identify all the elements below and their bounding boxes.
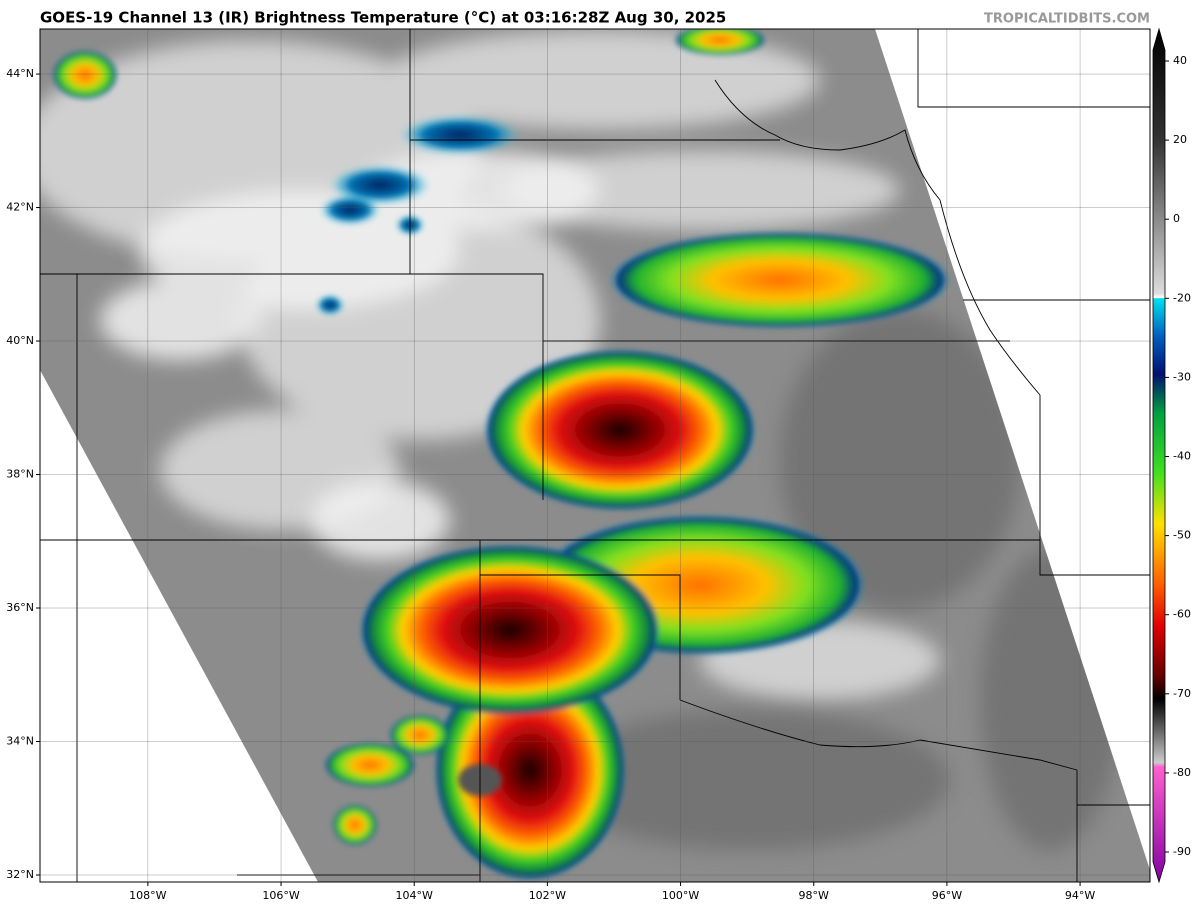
colorbar-tick-label: -60 <box>1173 608 1191 621</box>
colorbar-tick-label: -70 <box>1173 687 1191 700</box>
colorbar-tick-label: 20 <box>1173 133 1187 146</box>
colorbar-tick-label: -90 <box>1173 845 1191 858</box>
colorbar-tick-label: -30 <box>1173 370 1191 383</box>
x-tick-label: 98°W <box>799 889 829 902</box>
grid <box>40 29 1150 882</box>
x-tick-label: 96°W <box>932 889 962 902</box>
x-tick-label: 104°W <box>396 889 433 902</box>
x-tick-label: 100°W <box>662 889 699 902</box>
colorbar-tick-label: -20 <box>1173 291 1191 304</box>
colorbar-tick-label: 0 <box>1173 212 1180 225</box>
x-tick-label: 94°W <box>1065 889 1095 902</box>
x-tick-label: 108°W <box>129 889 166 902</box>
y-tick-label: 38°N <box>6 468 34 481</box>
colorbar <box>1152 27 1166 884</box>
colorbar-tick-label: -80 <box>1173 766 1191 779</box>
y-tick-label: 36°N <box>6 601 34 614</box>
colorbar-tick-label: -50 <box>1173 529 1191 542</box>
watermark: TROPICALTIDBITS.COM <box>984 12 1150 27</box>
colorbar-tick-label: -40 <box>1173 450 1191 463</box>
title: GOES-19 Channel 13 (IR) Brightness Tempe… <box>40 9 726 27</box>
y-tick-label: 42°N <box>6 201 34 214</box>
y-tick-label: 40°N <box>6 334 34 347</box>
y-tick-label: 32°N <box>6 868 34 881</box>
colorbar-tick-label: 40 <box>1173 54 1187 67</box>
imagery <box>40 29 1150 882</box>
y-tick-label: 34°N <box>6 735 34 748</box>
x-tick-label: 106°W <box>262 889 299 902</box>
y-tick-label: 44°N <box>6 67 34 80</box>
x-tick-label: 102°W <box>529 889 566 902</box>
map-frame <box>39 28 1151 883</box>
